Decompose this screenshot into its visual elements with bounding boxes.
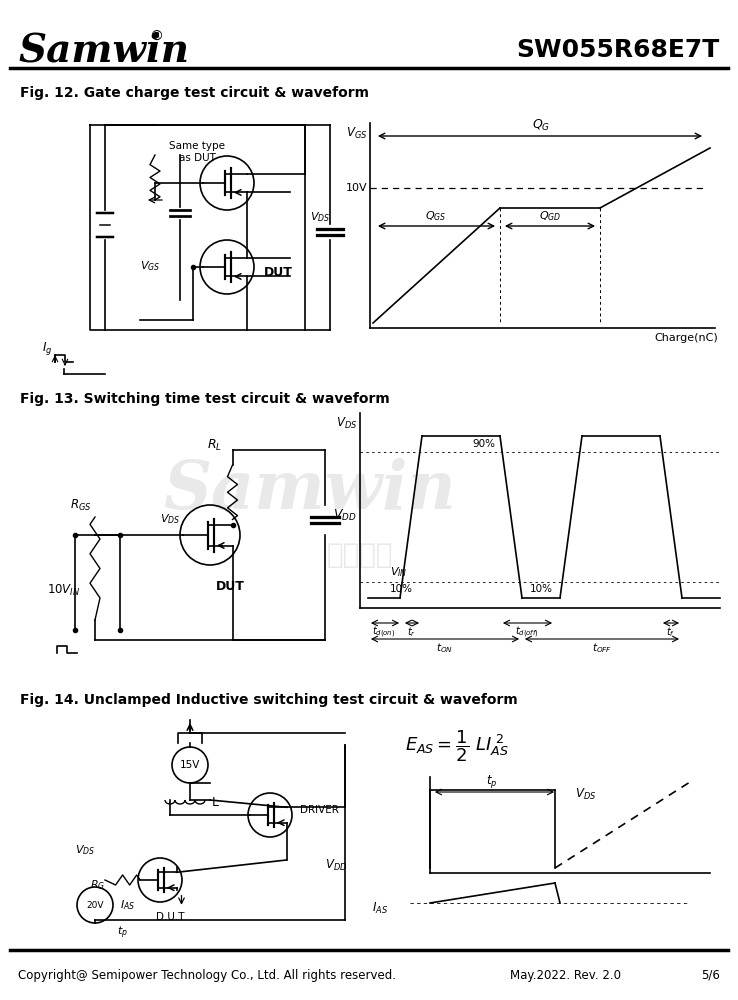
- Text: SW055R68E7T: SW055R68E7T: [517, 38, 720, 62]
- Text: $V_{DD}$: $V_{DD}$: [333, 507, 356, 523]
- Text: 15V: 15V: [180, 760, 200, 770]
- Text: Fig. 14. Unclamped Inductive switching test circuit & waveform: Fig. 14. Unclamped Inductive switching t…: [20, 693, 518, 707]
- Text: 5/6: 5/6: [701, 968, 720, 982]
- Text: D.U.T: D.U.T: [156, 912, 184, 922]
- Text: $V_{DS}$: $V_{DS}$: [575, 787, 596, 802]
- Text: $t_p$: $t_p$: [117, 925, 128, 941]
- Text: $V_{IN}$: $V_{IN}$: [390, 565, 407, 579]
- Text: $V_{DS}$: $V_{DS}$: [75, 843, 95, 857]
- Text: $R_{GS}$: $R_{GS}$: [70, 497, 92, 513]
- Text: Samwin: Samwin: [164, 458, 456, 522]
- Text: $10V_{IN}$: $10V_{IN}$: [47, 582, 80, 598]
- Text: $t_{ON}$: $t_{ON}$: [436, 641, 454, 655]
- Text: $R_G$: $R_G$: [90, 878, 106, 892]
- Text: L: L: [212, 796, 219, 810]
- Text: $V_{DS}$: $V_{DS}$: [310, 210, 331, 224]
- Text: DUT: DUT: [215, 580, 244, 593]
- Text: DUT: DUT: [264, 265, 293, 278]
- Text: $Q_G$: $Q_G$: [532, 118, 550, 133]
- Text: $I_{AS}$: $I_{AS}$: [120, 898, 135, 912]
- Text: $I_g$: $I_g$: [42, 340, 52, 357]
- Text: $Q_{GD}$: $Q_{GD}$: [539, 209, 561, 223]
- Text: $t_f$: $t_f$: [666, 625, 675, 639]
- Text: Charge(nC): Charge(nC): [655, 333, 718, 343]
- Text: $Q_{GS}$: $Q_{GS}$: [425, 209, 446, 223]
- Text: Same type
as DUT: Same type as DUT: [169, 141, 225, 163]
- Text: 20V: 20V: [86, 900, 104, 910]
- Text: $I_{AS}$: $I_{AS}$: [372, 900, 388, 916]
- Text: $V_{DS}$: $V_{DS}$: [336, 416, 357, 431]
- Text: $t_p$: $t_p$: [486, 773, 497, 790]
- Text: $R_L$: $R_L$: [207, 438, 223, 453]
- Text: May.2022. Rev. 2.0: May.2022. Rev. 2.0: [510, 968, 621, 982]
- Text: 10V: 10V: [345, 183, 367, 193]
- Text: $V_{DS}$: $V_{DS}$: [160, 513, 180, 526]
- Text: Fig. 12. Gate charge test circuit & waveform: Fig. 12. Gate charge test circuit & wave…: [20, 86, 369, 100]
- Text: $E_{AS}=\dfrac{1}{2}\ LI_{AS}^{\ 2}$: $E_{AS}=\dfrac{1}{2}\ LI_{AS}^{\ 2}$: [405, 728, 508, 764]
- Text: DRIVER: DRIVER: [300, 805, 339, 815]
- Text: Copyright@ Semipower Technology Co., Ltd. All rights reserved.: Copyright@ Semipower Technology Co., Ltd…: [18, 968, 396, 982]
- Text: 10%: 10%: [390, 584, 413, 594]
- Text: $V_{DD}$: $V_{DD}$: [325, 857, 348, 873]
- Text: $t_r$: $t_r$: [407, 625, 415, 639]
- Text: $t_{d(off)}$: $t_{d(off)}$: [515, 625, 539, 640]
- Text: ®: ®: [149, 30, 163, 44]
- Text: $t_{OFF}$: $t_{OFF}$: [592, 641, 612, 655]
- Text: Fig. 13. Switching time test circuit & waveform: Fig. 13. Switching time test circuit & w…: [20, 392, 390, 406]
- Text: Samwin: Samwin: [18, 31, 189, 69]
- Text: 样品检验: 样品检验: [327, 541, 393, 569]
- Text: 10%: 10%: [530, 584, 553, 594]
- Text: 90%: 90%: [472, 439, 495, 449]
- Text: $V_{GS}$: $V_{GS}$: [140, 259, 160, 273]
- Text: $t_{d(on)}$: $t_{d(on)}$: [373, 625, 396, 640]
- Text: $V_{GS}$: $V_{GS}$: [345, 126, 367, 141]
